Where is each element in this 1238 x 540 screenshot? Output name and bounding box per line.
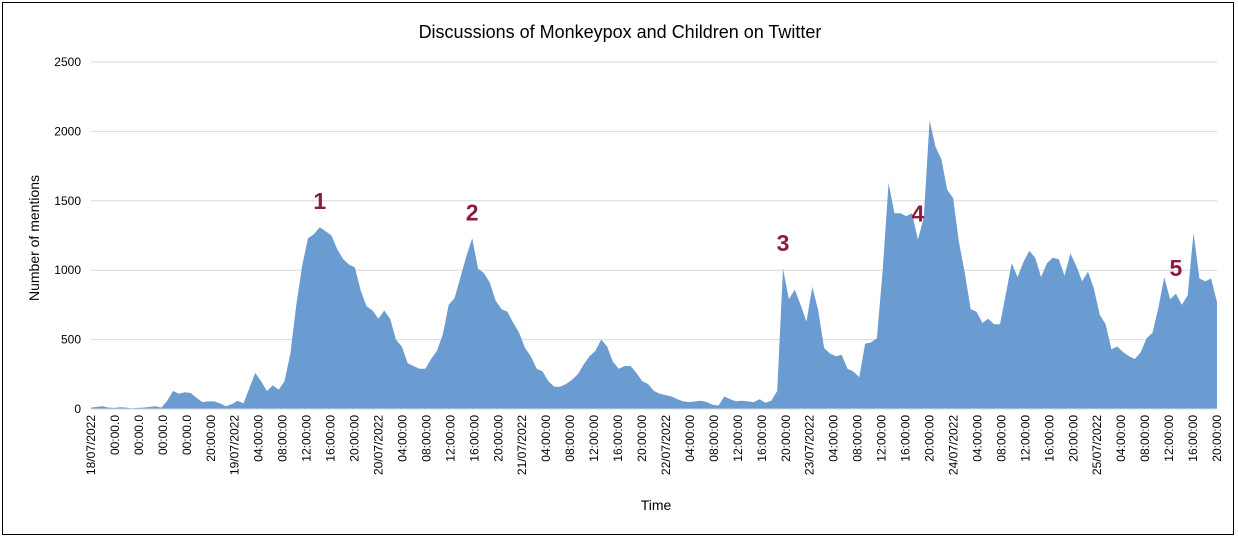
x-tick-label: 20:00:00 (348, 415, 362, 462)
x-tick-label: 04:00:00 (252, 415, 266, 462)
x-tick-label: 04:00:00 (970, 415, 984, 462)
area-series (91, 120, 1217, 410)
x-tick-label: 12:00:00 (587, 415, 601, 462)
x-tick-label: 16:00:00 (899, 415, 913, 462)
x-axis-title: Time (641, 497, 672, 513)
x-tick-label: 08:00:00 (419, 415, 433, 462)
x-tick-label: 24/07/2022 (946, 415, 960, 475)
x-tick-label: 25/07/2022 (1090, 415, 1104, 475)
y-tick-label: 1000 (54, 263, 81, 277)
x-tick-label: 20:00:00 (1210, 415, 1224, 462)
chart-canvas: Discussions of Monkeypox and Children on… (26, 22, 1224, 513)
x-tick-label: 21/07/2022 (515, 415, 529, 475)
x-tick-label: 22/07/2022 (659, 415, 673, 475)
x-axis-ticks: 18/07/2022 00:00.0 00:00.0 00:00.0 00:00.0 20… (84, 415, 1224, 475)
x-tick-label: 16:00:00 (467, 415, 481, 462)
x-tick-label: 12:00:00 (731, 415, 745, 462)
peak-label: 5 (1170, 255, 1183, 281)
x-tick-label: 20/07/2022 (371, 415, 385, 475)
x-tick-label: 04:00:00 (683, 415, 697, 462)
x-tick-label: 04:00:00 (539, 415, 553, 462)
x-tick-label: 16:00:00 (755, 415, 769, 462)
x-tick-label: 08:00:00 (994, 415, 1008, 462)
x-tick-label: 20:00:00 (491, 415, 505, 462)
mentions-area (91, 120, 1217, 410)
x-tick-label: 16:00:00 (1042, 415, 1056, 462)
x-tick-label: 12:00:00 (1162, 415, 1176, 462)
x-tick-label: 20:00:00 (923, 415, 937, 462)
x-tick-label: 08:00:00 (563, 415, 577, 462)
x-tick-label: 16:00:00 (324, 415, 338, 462)
peak-label: 3 (777, 230, 790, 256)
y-tick-label: 1500 (54, 194, 81, 208)
peak-label: 1 (313, 188, 326, 214)
x-tick-label: 18/07/2022 (84, 415, 98, 475)
y-axis-ticks: 0 500 1000 1500 2000 2500 (54, 55, 81, 416)
x-tick-label: 04:00:00 (1114, 415, 1128, 462)
y-tick-label: 500 (61, 333, 81, 347)
x-tick-label: 12:00:00 (1018, 415, 1032, 462)
x-tick-label: 20:00:00 (204, 415, 218, 462)
y-axis-title: Number of mentions (26, 175, 42, 301)
y-tick-label: 2000 (54, 124, 81, 138)
x-tick-label: 08:00:00 (1138, 415, 1152, 462)
peak-label: 4 (912, 201, 925, 227)
y-tick-label: 0 (74, 402, 81, 416)
x-tick-label: 04:00:00 (827, 415, 841, 462)
x-tick-label: 20:00:00 (779, 415, 793, 462)
x-tick-label: 23/07/2022 (803, 415, 817, 475)
x-tick-label: 08:00:00 (707, 415, 721, 462)
y-tick-label: 2500 (54, 55, 81, 69)
x-tick-label: 20:00:00 (635, 415, 649, 462)
x-tick-label: 16:00:00 (611, 415, 625, 462)
x-tick-label: 08:00:00 (276, 415, 290, 462)
x-tick-label: 16:00:00 (1186, 415, 1200, 462)
chart-title: Discussions of Monkeypox and Children on… (419, 22, 822, 42)
peak-annotations: 1 2 3 4 5 (313, 188, 1182, 281)
x-tick-label: 12:00:00 (300, 415, 314, 462)
peak-label: 2 (466, 199, 479, 225)
x-tick-label: 00:00.0 (132, 415, 146, 455)
x-tick-label: 00:00.0 (180, 415, 194, 455)
x-tick-label: 08:00:00 (851, 415, 865, 462)
x-tick-label: 20:00:00 (1066, 415, 1080, 462)
x-tick-label: 04:00:00 (395, 415, 409, 462)
x-tick-label: 12:00:00 (443, 415, 457, 462)
x-tick-label: 19/07/2022 (228, 415, 242, 475)
x-tick-label: 00:00.0 (108, 415, 122, 455)
x-tick-label: 12:00:00 (875, 415, 889, 462)
x-tick-label: 00:00.0 (156, 415, 170, 455)
